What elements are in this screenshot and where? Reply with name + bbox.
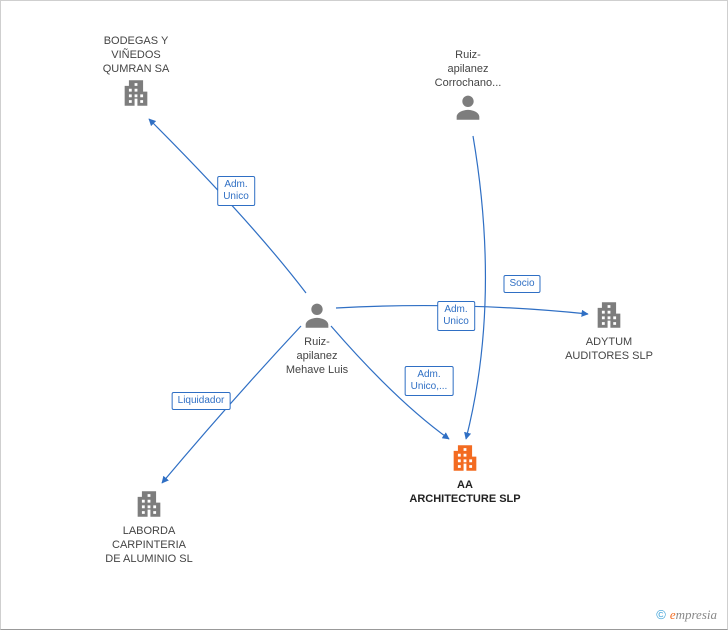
edge-label: Adm. Unico [217,176,255,206]
node-label: AA ARCHITECTURE SLP [405,479,525,507]
node-label: Ruiz- apilanez Corrochano... [408,49,528,90]
brand-name: eempresiampresia [670,607,717,622]
copyright-icon: © [656,607,666,622]
node-ruiz_corrochano[interactable]: Ruiz- apilanez Corrochano... [408,49,528,128]
person-icon [451,90,485,124]
person-icon [300,298,334,332]
building-icon [132,487,166,521]
building-icon [592,298,626,332]
node-laborda[interactable]: LABORDA CARPINTERIA DE ALUMINIO SL [89,487,209,566]
building-icon [448,441,482,475]
edge-label: Adm. Unico,... [405,366,454,396]
diagram-canvas: BODEGAS Y VIÑEDOS QUMRAN SA Ruiz- apilan… [0,0,728,630]
node-label: BODEGAS Y VIÑEDOS QUMRAN SA [76,35,196,76]
node-ruiz_mehave[interactable]: Ruiz- apilanez Mehave Luis [257,298,377,377]
edge-label: Adm. Unico [437,301,475,331]
node-label: Ruiz- apilanez Mehave Luis [257,336,377,377]
edge-path [149,119,306,293]
edge-label: Liquidador [172,392,231,410]
edge-label: Socio [503,275,540,293]
node-adytum[interactable]: ADYTUM AUDITORES SLP [549,298,669,364]
node-aa_arch[interactable]: AA ARCHITECTURE SLP [405,441,525,507]
footer-brand: © eempresiampresia [656,607,717,623]
edge-path [466,136,485,439]
node-bodegas[interactable]: BODEGAS Y VIÑEDOS QUMRAN SA [76,35,196,114]
node-label: ADYTUM AUDITORES SLP [549,336,669,364]
node-label: LABORDA CARPINTERIA DE ALUMINIO SL [89,525,209,566]
building-icon [119,76,153,110]
